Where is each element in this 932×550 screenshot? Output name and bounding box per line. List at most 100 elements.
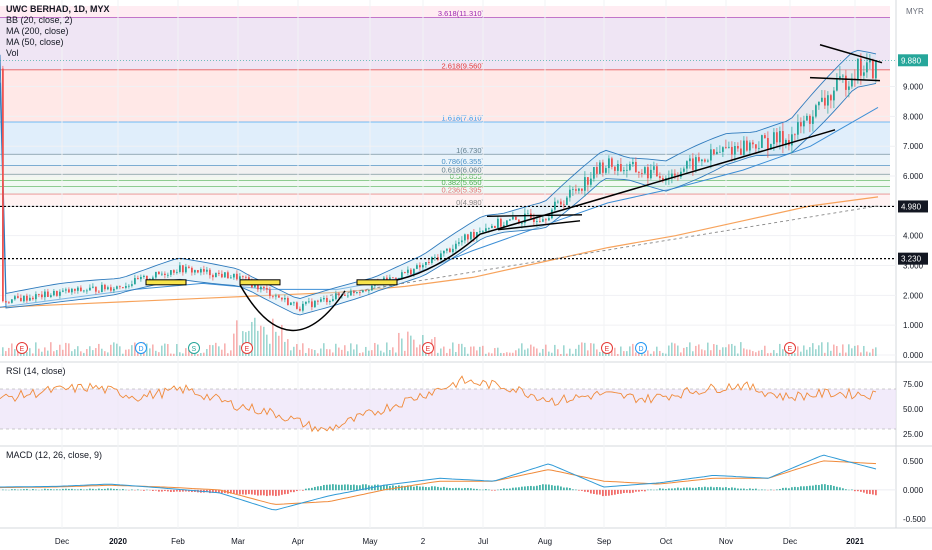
volume-bar	[467, 353, 469, 356]
candle-body	[497, 218, 499, 228]
volume-bar	[146, 343, 148, 356]
macd-histogram-bar	[872, 489, 874, 495]
event-marker	[135, 342, 147, 354]
volume-bar	[341, 349, 343, 356]
candle-body	[770, 144, 772, 150]
candle-body	[182, 265, 184, 273]
macd-histogram-bar	[401, 485, 403, 491]
macd-histogram-bar	[341, 484, 343, 491]
candle-body	[11, 299, 13, 303]
macd-label[interactable]: MACD (12, 26, close, 9)	[6, 450, 103, 460]
volume-bar	[14, 349, 16, 356]
volume-bar	[167, 344, 169, 356]
volume-bar	[365, 346, 367, 356]
macd-histogram-bar	[410, 485, 412, 491]
indicator-volume[interactable]: Vol	[6, 48, 19, 58]
volume-bar	[323, 343, 325, 356]
volume-bar	[221, 349, 223, 356]
candle-body	[650, 169, 652, 179]
candle-body	[857, 58, 859, 80]
candle-body	[209, 269, 211, 276]
macd-histogram-bar	[434, 486, 436, 491]
candle-body	[809, 115, 811, 124]
macd-histogram-bar	[596, 489, 598, 495]
candle-body	[170, 270, 172, 275]
volume-bar	[335, 343, 337, 356]
macd-histogram-bar	[605, 489, 607, 496]
macd-histogram-bar	[851, 489, 853, 491]
macd-histogram-bar	[632, 489, 634, 493]
event-marker-label: E	[426, 346, 431, 353]
candle-body	[125, 286, 127, 288]
macd-histogram-bar	[173, 489, 175, 492]
candle-body	[14, 296, 16, 300]
volume-bar	[647, 350, 649, 356]
volume-bar	[866, 351, 868, 356]
candle-body	[863, 72, 865, 76]
rsi-label[interactable]: RSI (14, close)	[6, 366, 66, 376]
x-tick-label: Aug	[538, 537, 552, 546]
volume-bar	[101, 348, 103, 356]
macd-histogram-bar	[62, 488, 64, 491]
macd-histogram-bar	[386, 484, 388, 491]
candle-body	[593, 166, 595, 179]
candle-body	[8, 302, 10, 304]
macd-histogram-bar	[437, 486, 439, 491]
macd-histogram-bar	[833, 485, 835, 491]
volume-bar	[74, 349, 76, 356]
macd-histogram-bar	[815, 484, 817, 491]
macd-histogram-bar	[524, 486, 526, 491]
candle-body	[647, 167, 649, 179]
macd-histogram-bar	[479, 489, 481, 491]
volume-bar	[131, 345, 133, 356]
candle-body	[482, 231, 484, 233]
macd-histogram-bar	[713, 487, 715, 491]
candle-body	[230, 277, 232, 279]
macd-histogram-bar	[359, 485, 361, 491]
volume-bar	[584, 342, 586, 356]
volume-bar	[239, 345, 241, 356]
volume-bar	[110, 344, 112, 356]
currency-label: MYR	[906, 7, 924, 16]
macd-histogram-bar	[407, 485, 409, 491]
candle-body	[626, 169, 628, 171]
candle-body	[839, 76, 841, 79]
y-tick-label: 7.000	[903, 142, 924, 151]
candle-body	[185, 266, 187, 273]
macd-histogram-bar	[254, 489, 256, 495]
candle-body	[5, 301, 7, 303]
macd-histogram-bar	[230, 489, 232, 494]
indicator-ma50[interactable]: MA (50, close)	[6, 37, 64, 47]
macd-histogram-bar	[143, 489, 145, 491]
volume-bar	[104, 351, 106, 356]
macd-histogram-bar	[281, 489, 283, 495]
macd-histogram-bar	[2, 489, 4, 491]
macd-histogram-bar	[617, 489, 619, 494]
volume-bar	[803, 345, 805, 356]
macd-histogram-bar	[47, 489, 49, 491]
macd-histogram-bar	[221, 489, 223, 494]
candle-body	[653, 166, 655, 170]
macd-histogram-bar	[308, 488, 310, 491]
macd-histogram-bar	[542, 484, 544, 491]
candle-body	[41, 294, 43, 298]
indicator-ma200[interactable]: MA (200, close)	[6, 26, 69, 36]
volume-bar	[200, 352, 202, 356]
volume-bar	[698, 344, 700, 356]
macd-histogram-bar	[875, 489, 877, 496]
volume-bar	[680, 352, 682, 356]
volume-bar	[614, 347, 616, 356]
indicator-bb[interactable]: BB (20, close, 2)	[6, 15, 73, 25]
candle-body	[245, 276, 247, 278]
volume-bar	[596, 349, 598, 356]
volume-bar	[500, 352, 502, 356]
volume-bar	[821, 342, 823, 356]
level-price-label: 3.230	[901, 255, 922, 264]
volume-bar	[668, 345, 670, 356]
volume-bar	[413, 339, 415, 356]
volume-bar	[254, 317, 256, 356]
candle-body	[290, 302, 292, 306]
candle-body	[812, 116, 814, 124]
trendline	[479, 129, 836, 235]
